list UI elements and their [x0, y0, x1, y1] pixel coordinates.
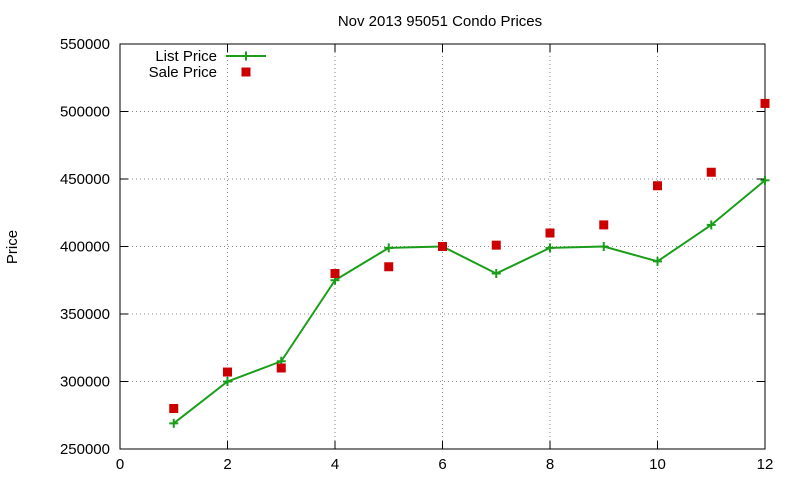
x-tick-label: 10 [649, 456, 666, 473]
sale-price-point [438, 242, 447, 251]
x-tick-label: 0 [116, 456, 124, 473]
list-price-point [223, 377, 232, 387]
sale-price-series [169, 98, 770, 413]
y-tick-label: 450000 [60, 171, 110, 188]
legend-marker-list-price [241, 51, 251, 61]
sale-price-point [706, 167, 716, 177]
list-price-point [599, 242, 609, 251]
legend-item-list-price: List Price [155, 48, 266, 65]
sale-price-point [760, 98, 770, 108]
list-price-point [545, 243, 555, 253]
x-tick-label: 12 [757, 456, 774, 473]
list-price-point [384, 243, 394, 253]
list-price-series [169, 175, 770, 428]
sale-price-point [384, 262, 394, 272]
axis-ticks: 250000 300000 350000 400000 450000 500000 5500… [60, 36, 773, 473]
x-tick-label: 8 [546, 456, 554, 473]
sale-price-point [330, 269, 340, 278]
y-tick-label: 250000 [60, 441, 110, 458]
list-price-point [491, 269, 501, 278]
chart-title: Nov 2013 95051 Condo Prices [338, 13, 542, 30]
legend-label-list-price: List Price [155, 48, 217, 65]
sale-price-point [223, 367, 232, 377]
y-tick-label: 300000 [60, 374, 110, 391]
y-tick-label: 500000 [60, 104, 110, 121]
sale-price-point [653, 181, 662, 191]
series-layer [169, 98, 770, 428]
list-price-line [173, 179, 766, 425]
sale-price-point [545, 228, 555, 238]
sale-price-point [491, 240, 501, 250]
x-tick-label: 4 [331, 456, 339, 473]
list-price-point [653, 256, 662, 266]
x-tick-label: 2 [223, 456, 231, 473]
x-tick-label: 6 [438, 456, 446, 473]
sale-price-point [599, 220, 609, 230]
list-price-point [760, 175, 770, 185]
legend-label-sale-price: Sale Price [149, 64, 217, 81]
y-tick-label: 550000 [60, 36, 110, 53]
legend-marker-sale-price [241, 67, 251, 77]
list-price-point [706, 220, 716, 230]
y-tick-label: 350000 [60, 306, 110, 323]
list-price-point [169, 418, 179, 428]
sale-price-point [276, 363, 286, 373]
sale-price-point [169, 404, 179, 413]
y-axis-label: Price [4, 230, 21, 264]
y-tick-label: 400000 [60, 239, 110, 256]
legend-item-sale-price: Sale Price [149, 64, 251, 81]
